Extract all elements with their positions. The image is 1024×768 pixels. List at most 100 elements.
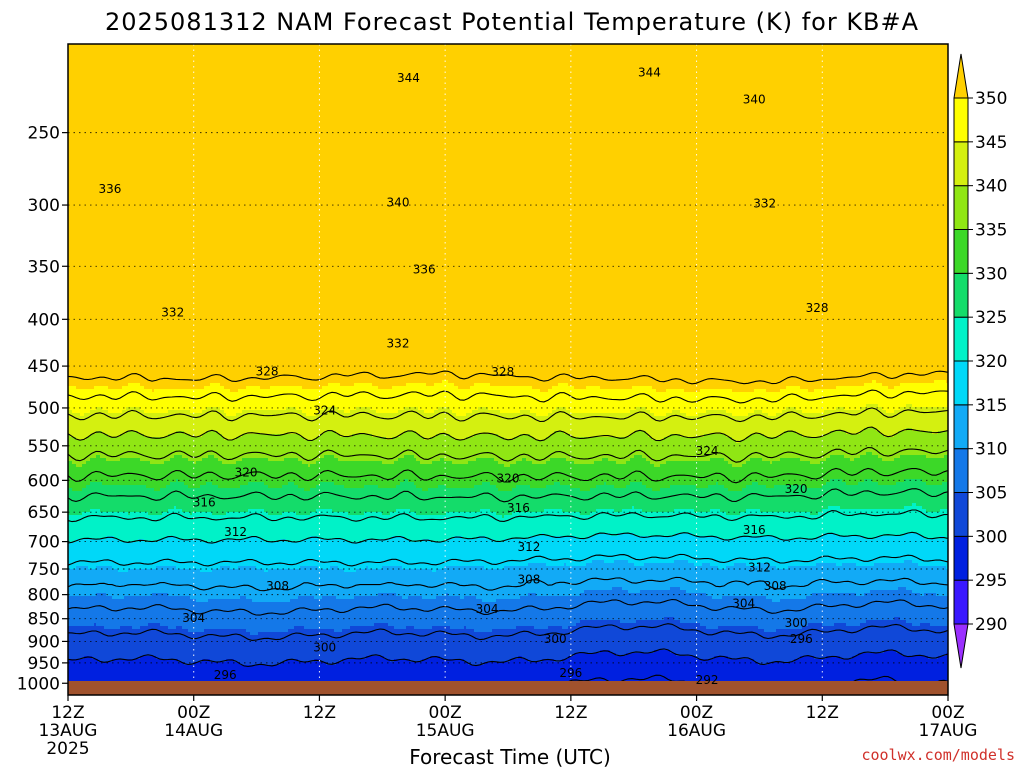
color-cell — [180, 539, 183, 570]
color-cell — [312, 389, 315, 417]
color-cell — [712, 629, 715, 660]
color-cell — [198, 437, 201, 462]
color-cell — [772, 437, 775, 462]
color-cell — [238, 629, 241, 663]
color-cell — [350, 599, 353, 627]
color-cell — [654, 467, 657, 492]
color-cell — [88, 44, 91, 390]
color-cell — [156, 464, 159, 492]
color-cell — [754, 458, 757, 483]
color-cell — [692, 536, 695, 564]
color-cell — [680, 485, 683, 510]
color-cell — [408, 539, 411, 570]
color-cell — [702, 536, 705, 564]
color-cell — [668, 536, 671, 564]
color-cell — [308, 662, 311, 695]
color-cell — [120, 542, 123, 573]
color-cell — [378, 461, 381, 489]
color-cell — [520, 434, 523, 462]
color-cell — [828, 506, 831, 534]
color-cell — [478, 632, 481, 666]
color-cell — [304, 566, 307, 597]
color-cell — [318, 509, 321, 540]
color-cell — [86, 389, 89, 414]
color-cell — [630, 458, 633, 483]
color-cell — [202, 512, 205, 543]
color-cell — [418, 515, 421, 543]
color-cell — [556, 566, 559, 597]
color-cell — [862, 623, 865, 654]
color-cell — [604, 650, 607, 687]
color-cell — [280, 569, 283, 603]
color-cell — [734, 416, 737, 441]
color-cell — [94, 386, 97, 411]
color-cell — [392, 536, 395, 567]
color-cell — [724, 569, 727, 597]
color-cell — [442, 485, 445, 516]
color-cell — [304, 440, 307, 465]
color-cell — [262, 410, 265, 435]
color-cell — [138, 539, 141, 570]
color-cell — [808, 539, 811, 567]
color-cell — [86, 485, 89, 513]
color-cell — [130, 44, 133, 384]
color-cell — [522, 410, 525, 435]
color-cell — [384, 515, 387, 540]
color-cell — [696, 566, 699, 594]
color-cell — [562, 566, 565, 597]
color-cell — [730, 566, 733, 597]
color-cell — [848, 536, 851, 564]
color-cell — [646, 512, 649, 537]
color-cell — [224, 413, 227, 441]
color-cell — [700, 461, 703, 489]
color-cell — [522, 512, 525, 540]
color-cell — [146, 596, 149, 627]
color-cell — [334, 485, 337, 513]
color-cell — [506, 539, 509, 567]
color-cell — [796, 539, 799, 567]
color-cell — [242, 434, 245, 459]
color-cell — [380, 593, 383, 624]
color-cell — [352, 386, 355, 411]
color-cell — [422, 383, 425, 411]
color-cell — [520, 626, 523, 657]
color-cell — [792, 539, 795, 567]
color-cell — [102, 44, 105, 387]
color-cell — [564, 44, 567, 384]
color-cell — [464, 488, 467, 513]
color-cell — [604, 590, 607, 621]
color-cell — [538, 464, 541, 489]
color-cell — [256, 482, 259, 510]
color-cell — [524, 434, 527, 459]
color-cell — [512, 386, 515, 414]
color-cell — [824, 563, 827, 594]
color-cell — [432, 656, 435, 693]
color-cell — [504, 662, 507, 693]
color-cell — [568, 596, 571, 627]
color-cell — [358, 659, 361, 693]
color-cell — [602, 485, 605, 510]
color-cell — [280, 488, 283, 516]
color-cell — [734, 626, 737, 660]
color-cell — [756, 44, 759, 390]
color-cell — [162, 659, 165, 693]
color-cell — [580, 44, 583, 390]
color-cell — [760, 458, 763, 486]
color-cell — [120, 512, 123, 543]
color-cell — [826, 44, 829, 390]
color-cell — [158, 413, 161, 438]
color-cell — [592, 413, 595, 438]
color-cell — [84, 44, 87, 390]
color-cell — [96, 431, 99, 456]
color-cell — [620, 656, 623, 690]
color-cell — [532, 464, 535, 489]
color-cell — [682, 437, 685, 462]
color-cell — [804, 437, 807, 462]
color-cell — [794, 566, 797, 600]
color-cell — [452, 464, 455, 489]
color-cell — [280, 410, 283, 435]
color-cell — [178, 410, 181, 432]
color-cell — [666, 650, 669, 687]
color-cell — [142, 626, 145, 657]
color-cell — [578, 44, 581, 390]
